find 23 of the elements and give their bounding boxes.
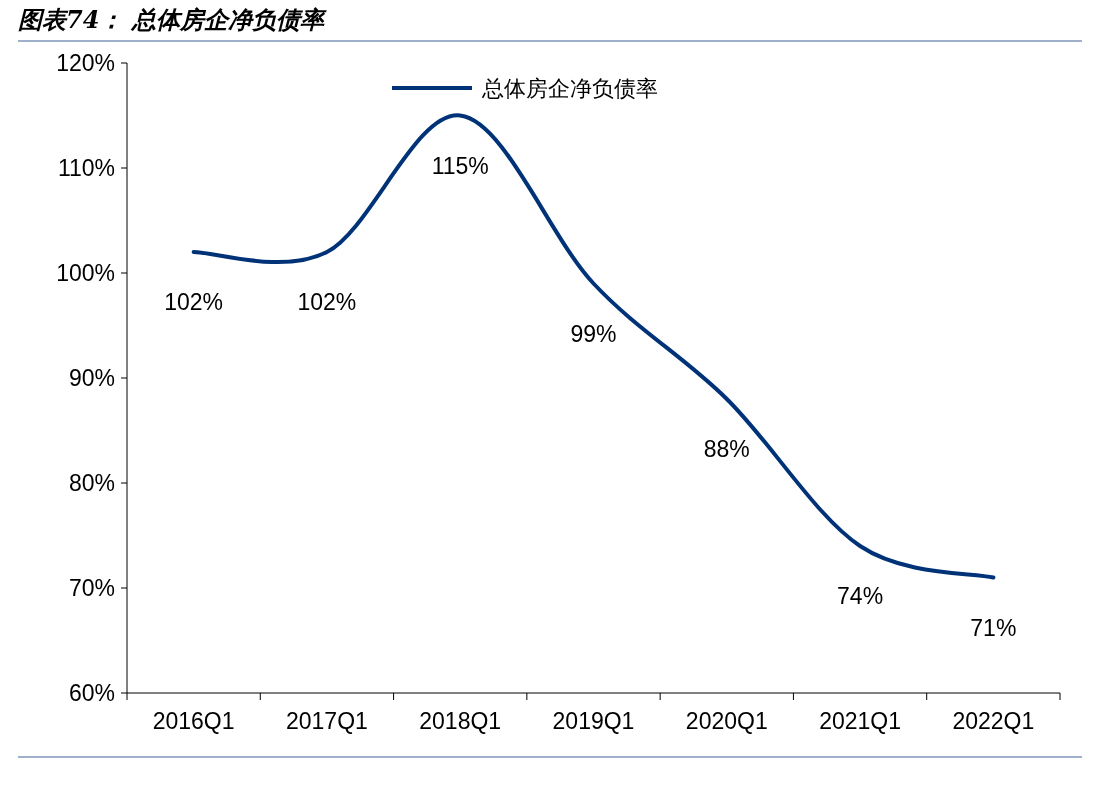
text: 102% (297, 289, 357, 315)
x-tick-label: 2021Q1 (819, 708, 901, 734)
y-tick-label: 70% (68, 575, 115, 601)
y-tick-label: 120% (56, 50, 115, 76)
text: 88% (703, 436, 750, 462)
x-tick-label: 2016Q1 (152, 708, 235, 734)
y-tick-label: 80% (68, 470, 115, 496)
text: 102% (164, 289, 224, 315)
x-tick-label: 2018Q1 (419, 708, 502, 734)
y-tick-label: 110% (57, 155, 115, 181)
chart-title: 图表74： 总体房企净负债率 (18, 5, 327, 34)
text: 115% (431, 152, 489, 179)
y-tick-label: 60% (68, 680, 115, 706)
x-tick-label: 2020Q1 (685, 708, 768, 734)
legend-label: 总体房企净负债率 (481, 76, 658, 101)
text: 99% (570, 320, 617, 347)
x-tick-label: 2019Q1 (552, 708, 635, 734)
y-tick-label: 100% (56, 260, 115, 286)
y-tick-label: 90% (68, 365, 115, 391)
text: 71% (970, 614, 1017, 641)
x-tick-label: 2022Q1 (952, 708, 1035, 734)
x-tick-label: 2017Q1 (286, 708, 368, 734)
text: 74% (837, 583, 884, 609)
